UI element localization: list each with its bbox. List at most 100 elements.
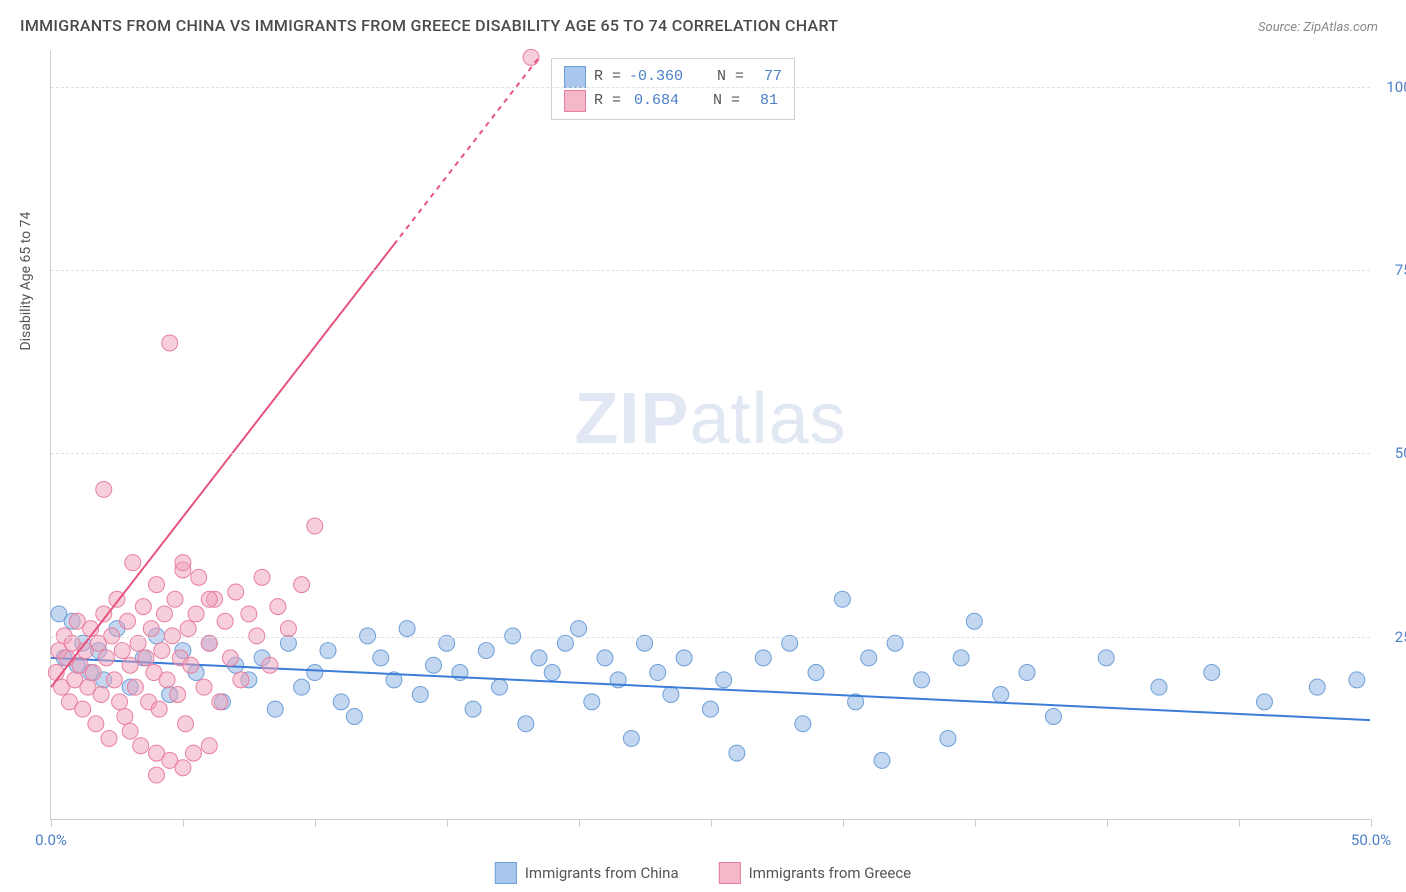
x-tick (1239, 819, 1240, 827)
data-point (399, 621, 415, 637)
data-point (1098, 650, 1114, 666)
data-point (861, 650, 877, 666)
legend-label: Immigrants from Greece (749, 864, 912, 882)
gridline (51, 453, 1370, 454)
data-point (270, 599, 286, 615)
scatter-plot-svg (51, 50, 1370, 819)
data-point (201, 591, 217, 607)
data-point (254, 569, 270, 585)
data-point (262, 657, 278, 673)
data-point (222, 650, 238, 666)
data-point (156, 606, 172, 622)
data-point (114, 643, 130, 659)
legend-swatch (564, 66, 586, 88)
data-point (571, 621, 587, 637)
n-value: 77 (752, 65, 782, 89)
data-point (112, 694, 128, 710)
data-point (676, 650, 692, 666)
data-point (966, 613, 982, 629)
data-point (170, 687, 186, 703)
r-label: R = (594, 65, 621, 89)
source-attribution: Source: ZipAtlas.com (1258, 20, 1378, 35)
data-point (523, 49, 539, 65)
legend-swatch (719, 862, 741, 884)
data-point (149, 745, 165, 761)
x-tick (447, 819, 448, 827)
gridline (51, 87, 1370, 88)
data-point (650, 665, 666, 681)
y-tick-label: 25.0% (1395, 628, 1406, 646)
y-tick-label: 75.0% (1395, 261, 1406, 279)
y-axis-title: Disability Age 65 to 74 (18, 212, 34, 351)
x-tick (183, 819, 184, 827)
data-point (294, 679, 310, 695)
legend-item: Immigrants from Greece (719, 862, 912, 884)
y-tick-label: 100.0% (1386, 78, 1406, 96)
data-point (874, 752, 890, 768)
legend-item: Immigrants from China (495, 862, 679, 884)
x-tick (51, 819, 52, 827)
data-point (143, 621, 159, 637)
data-point (623, 730, 639, 746)
data-point (663, 687, 679, 703)
gridline (51, 637, 1370, 638)
data-point (1204, 665, 1220, 681)
data-point (93, 687, 109, 703)
data-point (808, 665, 824, 681)
data-point (149, 577, 165, 593)
data-point (834, 591, 850, 607)
r-label: R = (594, 89, 621, 113)
data-point (307, 518, 323, 534)
gridline (51, 270, 1370, 271)
data-point (584, 694, 600, 710)
data-point (465, 701, 481, 717)
data-point (183, 657, 199, 673)
data-point (914, 672, 930, 688)
data-point (755, 650, 771, 666)
data-point (106, 672, 122, 688)
data-point (1019, 665, 1035, 681)
data-point (294, 577, 310, 593)
data-point (1309, 679, 1325, 695)
data-point (426, 657, 442, 673)
y-tick-label: 50.0% (1395, 444, 1406, 462)
legend-stat-row: R =0.684 N =81 (564, 89, 782, 113)
data-point (1256, 694, 1272, 710)
data-point (191, 569, 207, 585)
chart-plot-area: ZIPatlas R =-0.360 N =77R =0.684 N =81 2… (50, 50, 1370, 820)
data-point (228, 584, 244, 600)
data-point (320, 643, 336, 659)
x-tick-label: 50.0% (1351, 831, 1391, 849)
data-point (241, 606, 257, 622)
data-point (1045, 708, 1061, 724)
data-point (98, 650, 114, 666)
data-point (122, 723, 138, 739)
data-point (201, 738, 217, 754)
data-point (212, 694, 228, 710)
data-point (135, 599, 151, 615)
data-point (267, 701, 283, 717)
data-point (1151, 679, 1167, 695)
data-point (185, 745, 201, 761)
data-point (127, 679, 143, 695)
r-value: 0.684 (629, 89, 679, 113)
r-value: -0.360 (629, 65, 683, 89)
correlation-legend: R =-0.360 N =77R =0.684 N =81 (551, 58, 795, 120)
data-point (412, 687, 428, 703)
n-value: 81 (748, 89, 778, 113)
data-point (88, 716, 104, 732)
data-point (178, 716, 194, 732)
data-point (175, 555, 191, 571)
x-tick (1371, 819, 1372, 827)
data-point (167, 591, 183, 607)
data-point (703, 701, 719, 717)
legend-label: Immigrants from China (525, 864, 679, 882)
data-point (940, 730, 956, 746)
data-point (233, 672, 249, 688)
series-legend: Immigrants from China Immigrants from Gre… (495, 862, 911, 884)
data-point (117, 708, 133, 724)
data-point (346, 708, 362, 724)
x-tick (1107, 819, 1108, 827)
x-tick-label: 0.0% (35, 831, 67, 849)
data-point (478, 643, 494, 659)
